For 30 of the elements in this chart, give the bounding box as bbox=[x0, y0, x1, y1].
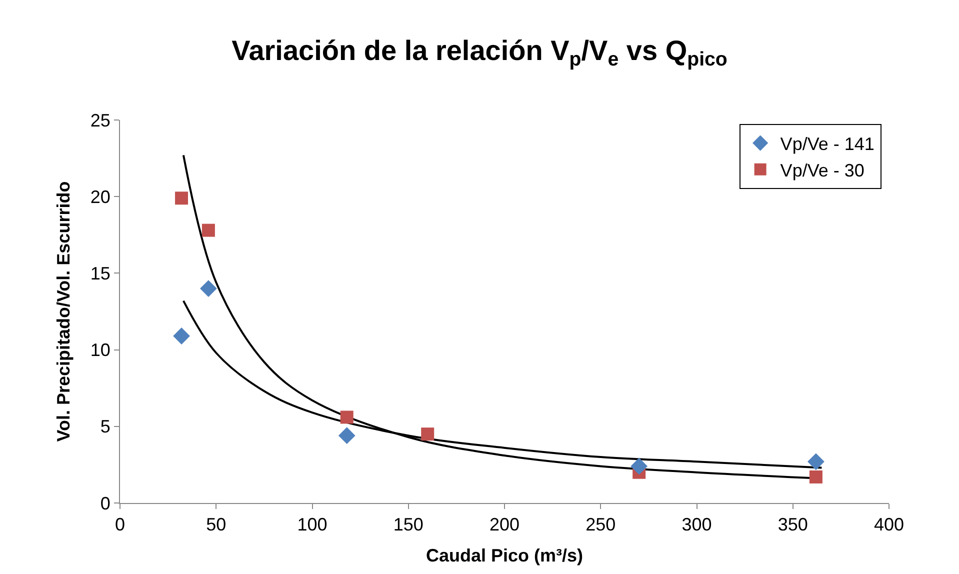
x-axis-title: Caudal Pico (m³/s) bbox=[426, 546, 584, 566]
point bbox=[200, 280, 217, 297]
y-tick-label: 5 bbox=[100, 416, 110, 437]
y-tick-label: 0 bbox=[100, 493, 110, 514]
point bbox=[808, 453, 824, 470]
x-tick-label: 100 bbox=[297, 514, 328, 535]
y-tick-label: 20 bbox=[90, 186, 110, 207]
x-tick-label: 400 bbox=[874, 514, 904, 535]
point bbox=[202, 224, 215, 237]
y-axis-title: Vol. Precipitado/Vol. Escurrido bbox=[54, 181, 74, 442]
point bbox=[421, 428, 434, 441]
point bbox=[340, 410, 354, 424]
point bbox=[175, 192, 188, 205]
y-tick-label: 10 bbox=[90, 340, 110, 360]
x-tick-label: 250 bbox=[586, 514, 616, 535]
x-tick-label: 0 bbox=[114, 514, 126, 535]
x-tick-label: 50 bbox=[206, 514, 226, 535]
legend-label: Vp/Ve - 141 bbox=[780, 134, 874, 154]
y-tick-label: 15 bbox=[90, 264, 110, 284]
point bbox=[630, 458, 648, 475]
point bbox=[809, 470, 822, 484]
x-tick-label: 200 bbox=[489, 514, 520, 535]
x-tick-label: 350 bbox=[778, 514, 808, 535]
point bbox=[173, 328, 190, 344]
chart-title: Variación de la relación V$_{p}$/V$_{e}$ vs Q$_{pico}$ bbox=[232, 34, 728, 71]
x-tick-label: 300 bbox=[682, 514, 712, 535]
x-tick-label: 150 bbox=[393, 514, 424, 535]
y-tick-label: 25 bbox=[90, 110, 110, 130]
point bbox=[338, 427, 356, 444]
legend-label: Vp/Ve - 30 bbox=[780, 160, 864, 180]
